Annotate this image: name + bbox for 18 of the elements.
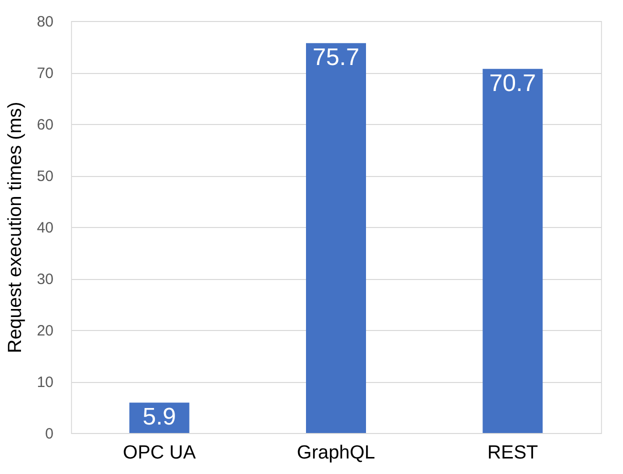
y-tick-label: 10: [36, 374, 54, 391]
bar: [482, 68, 543, 433]
y-tick-label: 20: [36, 322, 54, 340]
x-tick-label: OPC UA: [122, 442, 196, 464]
y-tick-label: 30: [36, 271, 54, 288]
y-tick-label: 40: [36, 220, 54, 236]
data-label: 75.7: [312, 44, 360, 72]
y-axis-title: Request execution times (ms): [4, 102, 26, 354]
y-tick-label: 50: [36, 168, 54, 185]
data-label: 5.9: [142, 404, 176, 431]
y-tick-label: 0: [45, 426, 54, 442]
y-tick-label: 60: [36, 116, 54, 134]
x-tick-label: GraphQL: [296, 442, 376, 464]
x-tick-label: REST: [487, 442, 538, 464]
bar: [306, 43, 366, 433]
y-tick-label: 80: [36, 14, 54, 30]
data-label: 70.7: [489, 70, 536, 97]
y-tick-label: 70: [36, 65, 54, 82]
